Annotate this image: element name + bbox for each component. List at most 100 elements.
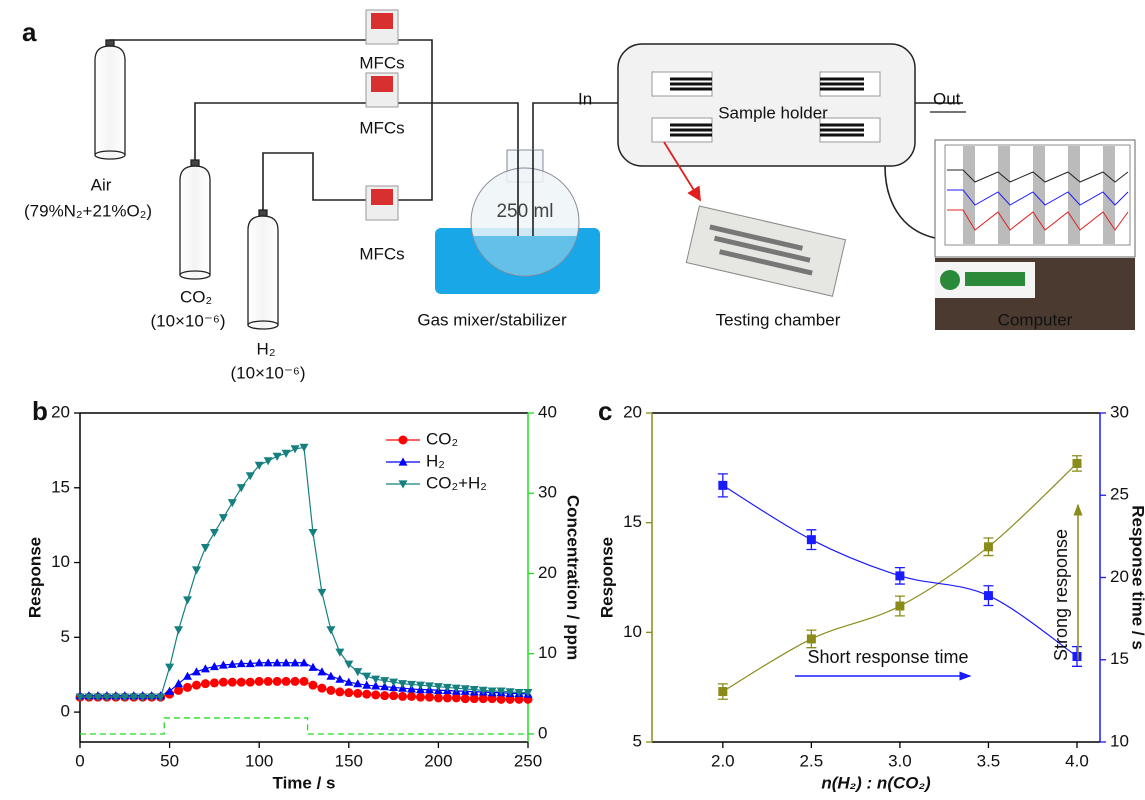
x-tick-label: 150: [335, 751, 363, 770]
x-tick-label: 3.0: [888, 751, 912, 770]
panel-label: c: [598, 396, 612, 426]
marker: [807, 535, 816, 544]
legend-label: CO₂: [426, 429, 458, 448]
panel-label: a: [22, 17, 37, 47]
marker: [335, 687, 344, 696]
y-tick-label: 15: [1110, 649, 1129, 668]
legend-marker: [399, 436, 408, 445]
marker: [416, 693, 425, 702]
marker: [228, 499, 237, 507]
marker: [317, 667, 326, 675]
marker: [192, 566, 201, 574]
figure: a MFCs MFCs MFCs Air (79%N₂+21%O₂) CO₂ (…: [0, 0, 1145, 800]
inlet-label: In: [578, 89, 592, 108]
gas-concentration: (10×10⁻⁶): [150, 311, 225, 330]
y-tick-label: 5: [633, 731, 642, 750]
y-tick-label: 25: [1110, 485, 1129, 504]
mfc-icon: [366, 10, 398, 220]
x-tick-label: 4.0: [1065, 751, 1089, 770]
y-tick-label: 30: [538, 483, 557, 502]
marker: [984, 542, 993, 551]
x-tick-label: 0: [75, 751, 84, 770]
marker: [895, 602, 904, 611]
marker: [264, 457, 273, 465]
marker: [807, 634, 816, 643]
y-tick-label: 10: [51, 552, 70, 571]
marker: [183, 683, 192, 692]
marker: [183, 672, 192, 680]
marker: [443, 693, 452, 702]
cylinder: [95, 40, 278, 329]
sensor-photo: [686, 206, 845, 296]
mfc-label: MFCs: [359, 244, 404, 263]
y-tick-label: 40: [538, 402, 557, 421]
mfc-label: MFCs: [359, 53, 404, 72]
marker: [326, 672, 335, 680]
marker: [434, 693, 443, 702]
marker: [389, 691, 398, 700]
panel-a: a MFCs MFCs MFCs Air (79%N₂+21%O₂) CO₂ (…: [22, 10, 1135, 382]
marker: [300, 677, 309, 686]
y-tick-label: 20: [1110, 567, 1129, 586]
marker: [308, 681, 317, 690]
marker: [201, 544, 210, 552]
caption: Testing chamber: [716, 310, 841, 329]
marker: [362, 690, 371, 699]
computer-screen: [935, 140, 1135, 330]
marker: [718, 481, 727, 490]
annotation: Short response time: [807, 647, 968, 667]
marker: [255, 677, 264, 686]
x-axis-label: Time / s: [273, 773, 336, 792]
marker: [192, 681, 201, 690]
marker: [895, 571, 904, 580]
marker: [380, 691, 389, 700]
panel-label: b: [32, 396, 48, 426]
gas-concentration: (10×10⁻⁶): [230, 363, 305, 382]
marker: [1072, 459, 1081, 468]
marker: [282, 677, 291, 686]
marker: [353, 668, 362, 676]
x-tick-label: 3.5: [977, 751, 1001, 770]
marker: [264, 677, 273, 686]
chart-c: 2.02.53.03.54.051015201015202530n(H₂) : …: [597, 402, 1145, 792]
gas-name: CO₂: [180, 287, 212, 306]
mfc-label: MFCs: [359, 118, 404, 137]
marker: [237, 678, 246, 687]
marker: [210, 678, 219, 687]
marker: [210, 529, 219, 537]
marker: [174, 626, 183, 634]
x-axis-label: n(H₂) : n(CO₂): [821, 773, 931, 792]
marker: [317, 684, 326, 693]
marker: [407, 692, 416, 701]
x-tick-label: 200: [424, 751, 452, 770]
y-tick-label: 20: [538, 563, 557, 582]
marker: [425, 693, 434, 702]
marker: [308, 529, 317, 537]
marker: [291, 677, 300, 686]
marker: [273, 453, 282, 461]
marker: [219, 514, 228, 522]
marker: [317, 589, 326, 597]
marker: [237, 484, 246, 492]
caption: Computer: [998, 310, 1073, 329]
y-tick-label: 10: [1110, 731, 1129, 750]
gas-composition: (79%N₂+21%O₂): [24, 201, 152, 220]
marker: [201, 679, 210, 688]
marker: [326, 626, 335, 634]
marker: [718, 687, 727, 696]
gas-name: H₂: [257, 339, 276, 358]
x-tick-label: 100: [245, 751, 273, 770]
marker: [219, 678, 228, 687]
x-tick-label: 50: [160, 751, 179, 770]
y-tick-label: 30: [1110, 402, 1129, 421]
marker: [371, 690, 380, 699]
marker: [1072, 652, 1081, 661]
y-tick-label: 15: [51, 477, 70, 496]
marker: [984, 591, 993, 600]
marker: [273, 677, 282, 686]
legend-label: CO₂+H₂: [426, 473, 487, 492]
legend-label: H₂: [426, 451, 445, 470]
flask-volume: 250 ml: [496, 201, 553, 222]
y-tick-label: 10: [623, 622, 642, 641]
